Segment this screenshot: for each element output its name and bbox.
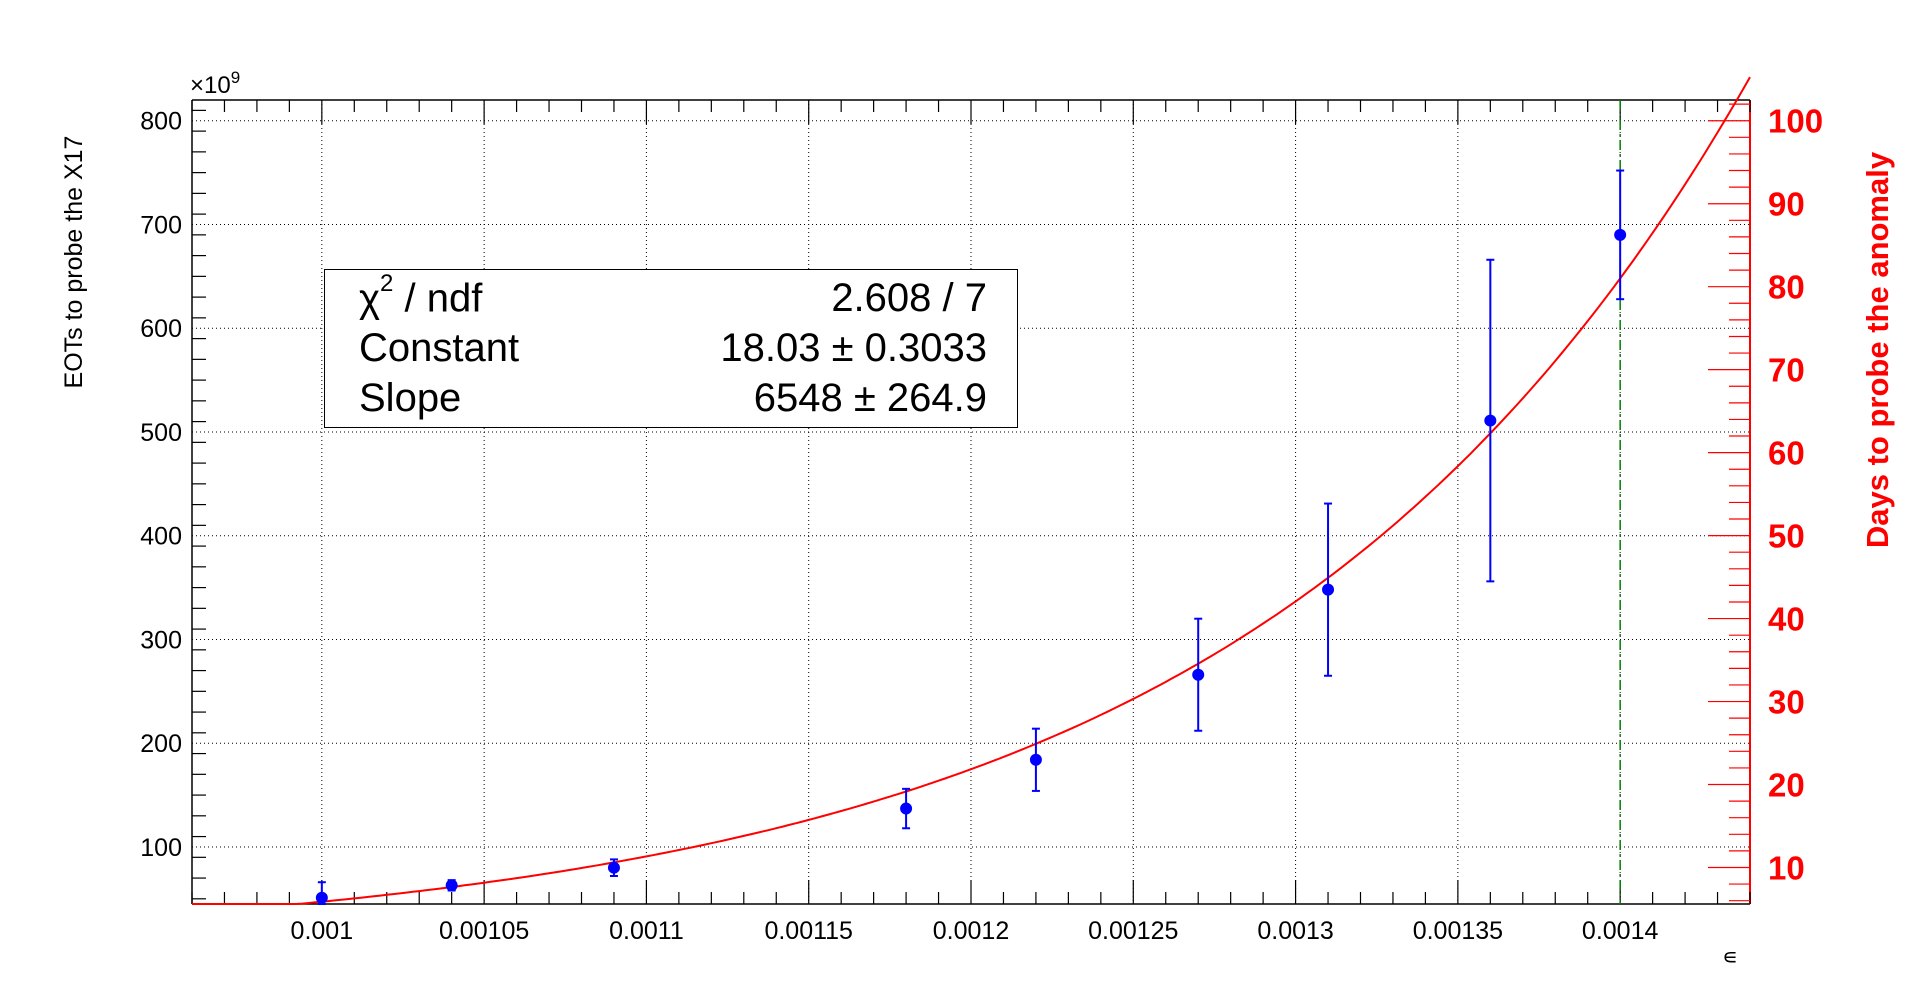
x-axis-title: ∊ bbox=[1722, 945, 1738, 970]
x-tick-label: 0.00135 bbox=[1413, 917, 1503, 945]
fit-statistics-box: χ2 / ndf 2.608 / 7 Constant 18.03 ± 0.30… bbox=[324, 269, 1018, 428]
stat-row-constant: Constant 18.03 ± 0.3033 bbox=[359, 326, 987, 376]
y-tick-label: 400 bbox=[140, 523, 182, 551]
slope-label: Slope bbox=[359, 376, 462, 420]
x-tick-label: 0.00105 bbox=[439, 917, 529, 945]
chi2-label: χ2 / ndf bbox=[359, 270, 483, 321]
chi2-value: 2.608 / 7 bbox=[831, 276, 987, 320]
fit-curve bbox=[192, 76, 1751, 905]
y2-axis-title: Days to probe the anomaly bbox=[1860, 151, 1895, 548]
y2-tick-label: 20 bbox=[1768, 767, 1805, 804]
y-tick-label: 200 bbox=[140, 730, 182, 758]
data-point bbox=[315, 891, 328, 904]
slope-value: 6548 ± 264.9 bbox=[753, 376, 987, 420]
y2-tick-label: 90 bbox=[1768, 186, 1805, 223]
data-point bbox=[1614, 228, 1627, 241]
y-tick-label: 800 bbox=[140, 108, 182, 136]
data-point bbox=[900, 802, 913, 815]
x-tick-label: 0.0012 bbox=[933, 917, 1009, 945]
data-point bbox=[1322, 583, 1335, 596]
constant-value: 18.03 ± 0.3033 bbox=[720, 326, 987, 370]
constant-label: Constant bbox=[359, 326, 520, 370]
y-multiplier-label: ×109 bbox=[190, 68, 240, 99]
y-axis-title: EOTs to probe the X17 bbox=[60, 136, 88, 389]
data-point bbox=[1484, 414, 1497, 427]
axis-ticks: 0.001 0.00105 0.0011 0.00115 0.0012 0.00125 0.… bbox=[140, 100, 1823, 945]
stat-row-chi2: χ2 / ndf 2.608 / 7 bbox=[359, 270, 987, 326]
y2-tick-label: 30 bbox=[1768, 684, 1805, 721]
data-point bbox=[1029, 753, 1042, 766]
x-tick-label: 0.001 bbox=[291, 917, 354, 945]
x-tick-label: 0.00125 bbox=[1088, 917, 1178, 945]
data-point bbox=[607, 861, 620, 874]
y2-tick-label: 80 bbox=[1768, 269, 1805, 306]
y-tick-label: 100 bbox=[140, 834, 182, 862]
y-tick-label: 500 bbox=[140, 419, 182, 447]
y2-tick-label: 50 bbox=[1768, 518, 1805, 555]
stat-row-slope: Slope 6548 ± 264.9 bbox=[359, 376, 987, 426]
data-point bbox=[445, 879, 458, 892]
y2-tick-label: 70 bbox=[1768, 352, 1805, 389]
y2-tick-label: 10 bbox=[1768, 849, 1805, 886]
fit-curve-layer bbox=[192, 76, 1751, 905]
x-tick-label: 0.0011 bbox=[609, 917, 684, 945]
y-tick-label: 700 bbox=[140, 211, 182, 239]
y2-tick-label: 60 bbox=[1768, 435, 1805, 472]
grid-lines bbox=[192, 100, 1750, 904]
y2-tick-label: 40 bbox=[1768, 601, 1805, 638]
y-tick-label: 300 bbox=[140, 626, 182, 654]
x-tick-label: 0.0014 bbox=[1582, 917, 1659, 945]
y-tick-label: 600 bbox=[140, 315, 182, 343]
data-point bbox=[1192, 668, 1205, 681]
x-tick-label: 0.0013 bbox=[1257, 917, 1333, 945]
x-tick-label: 0.00115 bbox=[764, 917, 853, 945]
y2-tick-label: 100 bbox=[1768, 103, 1823, 140]
data-points-layer bbox=[315, 169, 1627, 905]
